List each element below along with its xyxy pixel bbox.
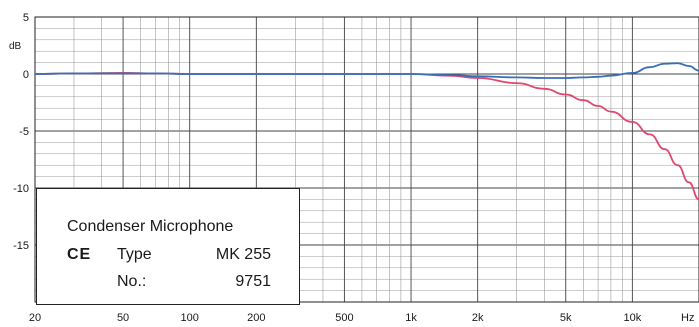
- serial-value: 9751: [235, 273, 271, 290]
- x-axis-unit: Hz: [681, 312, 694, 324]
- x-tick-label: 5k: [560, 312, 572, 324]
- x-tick-label: 1k: [405, 312, 417, 324]
- y-tick-labels: 5 0 -5 -10 -15: [13, 12, 29, 252]
- type-label: Type: [117, 246, 152, 263]
- plot-frame: [34, 16, 699, 303]
- y-tick-label: 0: [23, 69, 29, 81]
- x-tick-label: 500: [335, 312, 353, 324]
- x-tick-label: 20: [29, 312, 41, 324]
- y-axis-unit: dB: [9, 41, 22, 52]
- info-title: Condenser Microphone: [67, 218, 234, 235]
- x-tick-label: 2k: [472, 312, 484, 324]
- x-tick-label: 200: [247, 312, 265, 324]
- serial-label: No.:: [117, 273, 147, 290]
- series-line-2: [34, 62, 699, 79]
- x-tick-label: 50: [117, 312, 129, 324]
- type-value: MK 255: [215, 246, 271, 263]
- x-tick-label: 10k: [623, 312, 641, 324]
- y-tick-label: -5: [19, 126, 29, 138]
- microphone-info-box: Condenser Microphone CE Type MK 255 No.:…: [36, 188, 300, 305]
- series-line-1: [34, 72, 699, 201]
- series-layer: [34, 62, 699, 201]
- y-tick-label: -15: [13, 240, 29, 252]
- x-tick-labels: 20 50 100 200 500 1k 2k 5k 10k: [29, 312, 642, 324]
- ce-mark: CE: [67, 246, 92, 263]
- y-tick-label: 5: [23, 12, 29, 24]
- x-tick-label: 100: [181, 312, 199, 324]
- y-tick-label: -10: [13, 183, 29, 195]
